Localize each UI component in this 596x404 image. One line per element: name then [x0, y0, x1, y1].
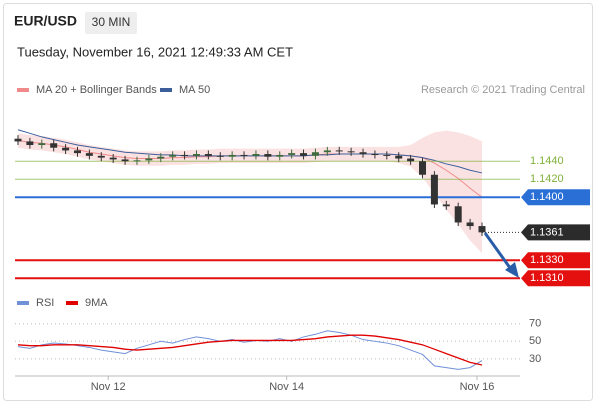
level-label: 1.1310 — [530, 272, 564, 284]
candle-body — [145, 158, 153, 161]
ma-line — [17, 129, 483, 174]
frame — [3, 3, 593, 401]
candle-body — [240, 154, 248, 156]
level-label: 1.1330 — [530, 254, 564, 266]
candle-body — [323, 150, 331, 153]
candle-body — [442, 204, 450, 207]
x-tick-label: Nov 16 — [460, 381, 495, 393]
y-tick-label: 30 — [529, 353, 541, 365]
legend-label: MA 50 — [179, 84, 210, 96]
candle-body — [26, 141, 34, 146]
candle-body — [419, 161, 427, 175]
legend-swatch — [66, 301, 78, 305]
timestamp: Tuesday, November 16, 2021 12:49:33 AM C… — [17, 44, 293, 59]
forecast-arrow — [483, 232, 515, 273]
candle-body — [181, 154, 189, 156]
candle-body — [430, 174, 438, 205]
candle-body — [109, 157, 117, 160]
legend-swatch — [17, 88, 29, 92]
candle-body — [347, 151, 355, 153]
candle-body — [454, 206, 462, 223]
legend-label: RSI — [36, 297, 54, 309]
candle-body — [264, 154, 272, 157]
level-label: 1.1400 — [530, 191, 564, 203]
candle-body — [300, 153, 308, 156]
y-tick-label: 50 — [529, 335, 541, 347]
credit: Research © 2021 Trading Central — [421, 84, 585, 96]
y-tick-label: 70 — [529, 318, 541, 330]
candle-body — [335, 150, 343, 152]
level-tag — [521, 270, 590, 287]
candle-body — [407, 158, 415, 162]
level-label: 1.1420 — [530, 173, 564, 185]
candle-body — [85, 153, 93, 156]
rsi-line — [17, 334, 483, 366]
candle-body — [216, 155, 224, 157]
candle-body — [311, 152, 319, 156]
candle-body — [192, 154, 200, 156]
candle-body — [288, 153, 296, 155]
level-label: 1.1440 — [530, 155, 564, 167]
candle-body — [14, 138, 22, 142]
candle-body — [133, 160, 141, 162]
candle-body — [169, 154, 177, 157]
interval: 30 MIN — [92, 15, 131, 29]
candle-body — [73, 150, 81, 154]
level-tag — [521, 224, 590, 241]
legend-label: 9MA — [85, 297, 108, 309]
legend-swatch — [17, 301, 29, 305]
candle-body — [97, 155, 105, 158]
candle-body — [62, 147, 70, 151]
interval-box — [85, 12, 137, 34]
candle-body — [276, 154, 284, 157]
candle-body — [478, 226, 486, 233]
level-tag — [521, 189, 590, 206]
legend-label: MA 20 + Bollinger Bands — [36, 84, 157, 96]
candle-body — [50, 143, 58, 148]
candle-body — [204, 154, 212, 156]
candle-body — [121, 159, 129, 162]
candle-body — [228, 154, 236, 157]
symbol: EUR/USD — [14, 13, 77, 29]
level-label: 1.1361 — [530, 226, 564, 238]
candle-body — [371, 154, 379, 156]
level-tag — [521, 252, 590, 269]
candle-body — [466, 222, 474, 227]
candle-body — [383, 154, 391, 156]
legend-swatch — [160, 88, 172, 92]
candle-body — [252, 154, 260, 156]
x-tick-label: Nov 14 — [269, 381, 304, 393]
candle-body — [157, 156, 165, 159]
rsi-line — [17, 330, 483, 370]
candle-body — [38, 143, 46, 146]
x-tick-label: Nov 12 — [91, 381, 126, 393]
candle-body — [395, 155, 403, 159]
candle-body — [359, 152, 367, 155]
forecast-arrowhead — [505, 262, 519, 278]
